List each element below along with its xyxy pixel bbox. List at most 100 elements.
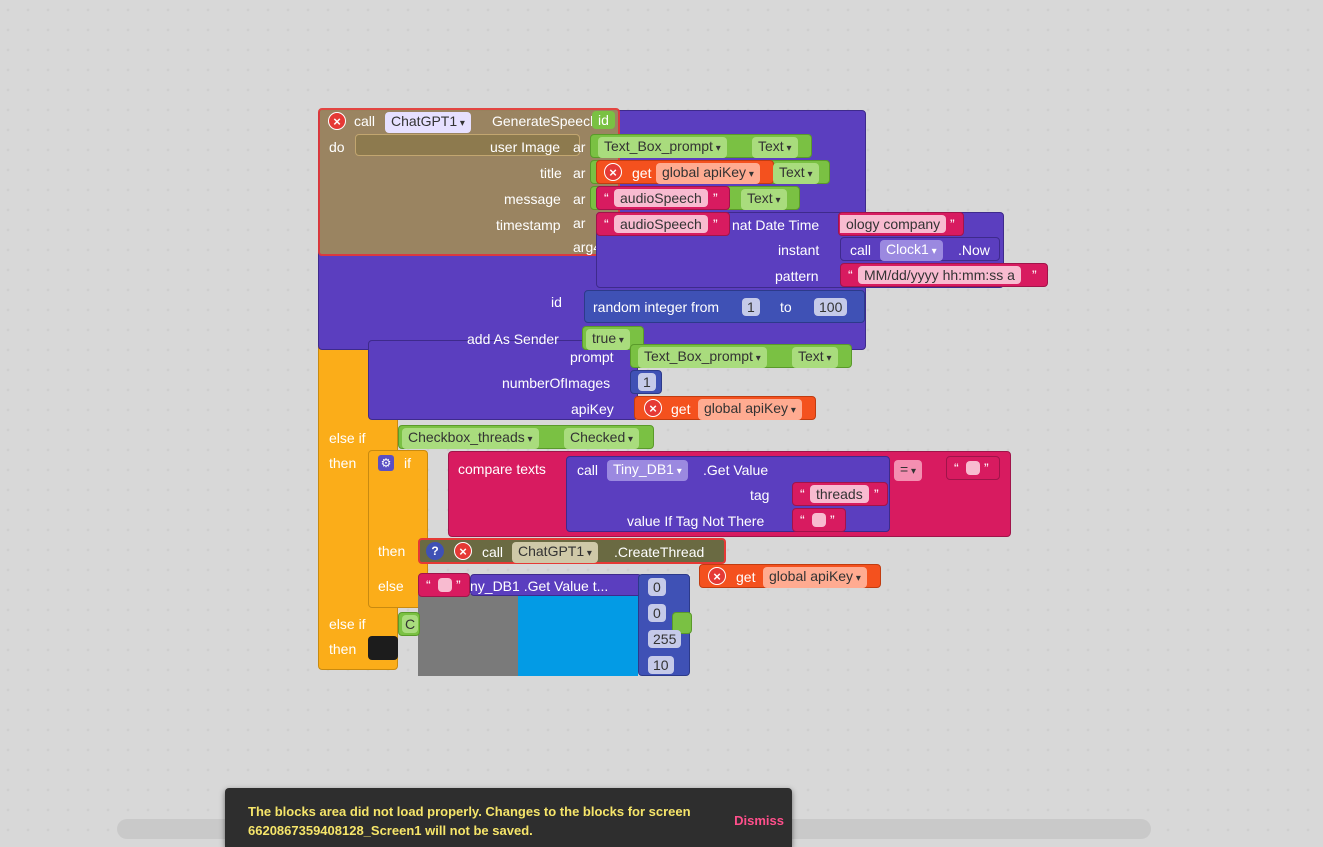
then-label: then	[378, 543, 406, 559]
quote-close: ”	[984, 460, 989, 476]
audio-speech-field[interactable]: audioSpeech	[614, 189, 708, 207]
audio-speech-field-2[interactable]: audioSpeech	[614, 215, 708, 233]
color-value-3[interactable]: 10	[648, 656, 674, 674]
partial-dropdown[interactable]: C	[402, 615, 419, 633]
get-label: get	[632, 165, 652, 181]
checked-prop-dropdown[interactable]: Checked	[564, 428, 640, 449]
error-icon[interactable]: ×	[708, 567, 726, 585]
toast-message-line-2: 6620867359408128_Screen1 will not be sav…	[248, 823, 533, 838]
get-value-method-label: .Get Value	[703, 462, 769, 478]
then-label: then	[329, 641, 357, 657]
empty-text-block-3[interactable]	[418, 573, 470, 597]
else-if-label: else if	[329, 430, 366, 446]
id-label: id	[551, 294, 562, 310]
quote-open: “	[800, 486, 805, 502]
add-as-sender-label: add As Sender	[467, 331, 559, 347]
global-var-dropdown[interactable]: global apiKey	[656, 163, 760, 184]
text-box-prompt-dropdown[interactable]: Text_Box_prompt	[638, 347, 767, 368]
error-icon[interactable]: ×	[644, 399, 662, 417]
help-icon[interactable]: ?	[426, 542, 444, 560]
error-toast: The blocks area did not load properly. C…	[225, 788, 792, 847]
chatgpt-create-image-block-lower	[368, 340, 638, 420]
ar-label-4: ar	[573, 215, 586, 231]
quote-open: “	[954, 460, 959, 476]
number-of-images-label: numberOfImages	[502, 375, 611, 391]
ar-label-3: ar	[573, 191, 586, 207]
message-label: message	[504, 191, 561, 207]
quote-open: “	[426, 577, 431, 593]
global-var-dropdown[interactable]: global apiKey	[698, 399, 802, 420]
if-label: if	[404, 455, 411, 471]
to-label: to	[780, 299, 792, 315]
empty-text-field[interactable]	[966, 461, 980, 475]
error-icon[interactable]: ×	[328, 112, 346, 130]
tinydb-dropdown[interactable]: Tiny_DB1	[607, 460, 688, 481]
chatgpt-dropdown[interactable]: ChatGPT1	[512, 542, 598, 563]
color-value-1[interactable]: 0	[648, 604, 666, 622]
text-prop-dropdown[interactable]: Text	[792, 347, 838, 368]
checkbox-threads-dropdown[interactable]: Checkbox_threads	[402, 428, 539, 449]
color-value-0[interactable]: 0	[648, 578, 666, 596]
green-stub	[672, 612, 692, 634]
random-from-field[interactable]: 1	[742, 298, 760, 316]
get-label: get	[736, 569, 756, 585]
empty-text-field[interactable]	[438, 578, 452, 592]
operator-dropdown[interactable]: =	[894, 460, 922, 481]
quote-close: ”	[874, 486, 879, 502]
error-icon[interactable]: ×	[454, 542, 472, 560]
do-slot	[355, 134, 580, 156]
instant-label: instant	[778, 242, 820, 258]
quote-close: ”	[950, 216, 955, 232]
timestamp-label: timestamp	[496, 217, 561, 233]
tinydb-truncated-label: ny_DB1 .Get Value t...	[470, 578, 609, 594]
quote-open: “	[604, 190, 609, 206]
compare-label: compare texts	[458, 461, 546, 477]
format-date-label: nat Date Time	[732, 217, 820, 233]
ar-label-2: ar	[573, 165, 586, 181]
value-if-not-label: value If Tag Not There	[627, 513, 765, 529]
quote-open: “	[848, 267, 853, 283]
quote-close: ”	[456, 577, 461, 593]
component-dropdown[interactable]: ChatGPT1	[385, 112, 471, 133]
title-label: title	[540, 165, 562, 181]
tech-company-field[interactable]: ology company	[840, 215, 947, 233]
error-icon[interactable]: ×	[604, 163, 622, 181]
text-prop-dropdown[interactable]: Text	[752, 137, 798, 158]
pattern-field[interactable]: MM/dd/yyyy hh:mm:ss a	[858, 266, 1021, 284]
global-var-dropdown[interactable]: global apiKey	[763, 567, 867, 588]
now-method-label: .Now	[958, 242, 990, 258]
text-prop-dropdown[interactable]: Text	[741, 189, 787, 210]
tag-label: tag	[750, 487, 770, 503]
quote-close: ”	[1032, 267, 1037, 283]
color-block-blue[interactable]	[518, 594, 638, 676]
number-field[interactable]: 1	[638, 373, 656, 391]
random-label: random integer from	[593, 299, 720, 315]
then-slot-dark	[368, 636, 398, 660]
quote-close: ”	[830, 512, 835, 528]
color-value-2[interactable]: 255	[648, 630, 682, 648]
gear-icon[interactable]: ⚙	[378, 455, 394, 471]
threads-field[interactable]: threads	[810, 485, 869, 503]
user-image-label: user Image	[490, 139, 561, 155]
else-if-label: else if	[329, 616, 366, 632]
else-label: else	[378, 578, 404, 594]
quote-open: “	[800, 512, 805, 528]
dismiss-button[interactable]: Dismiss	[734, 813, 784, 828]
toast-message: The blocks area did not load properly. C…	[248, 802, 691, 840]
empty-text-field[interactable]	[812, 513, 826, 527]
quote-close: ”	[713, 190, 718, 206]
call-label: call	[577, 462, 599, 478]
random-to-field[interactable]: 100	[814, 298, 848, 316]
text-box-prompt-dropdown[interactable]: Text_Box_prompt	[598, 137, 727, 158]
generate-speech-error-block[interactable]	[318, 108, 620, 256]
api-key-label: apiKey	[571, 401, 614, 417]
true-dropdown[interactable]: true	[586, 329, 630, 350]
clock-dropdown[interactable]: Clock1	[880, 240, 943, 261]
quote-open: “	[604, 216, 609, 232]
text-prop-dropdown[interactable]: Text	[773, 163, 819, 184]
ar-label-1: ar	[573, 139, 586, 155]
id-chip[interactable]: id	[592, 111, 615, 129]
color-block-gray[interactable]	[418, 594, 518, 676]
quote-close: ”	[713, 216, 718, 232]
call-label: call	[850, 242, 872, 258]
